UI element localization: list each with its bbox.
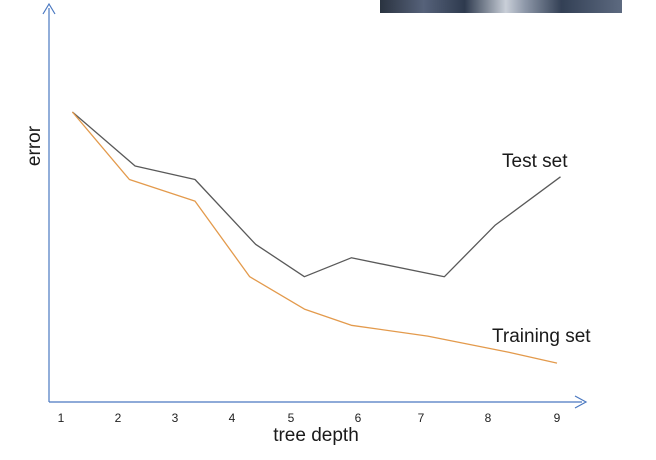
series-label-training-set: Training set: [492, 326, 591, 347]
x-tick-label-6: 6: [355, 411, 362, 425]
series-lines: [71, 111, 561, 364]
x-tick-label-1: 1: [58, 411, 65, 425]
series-line-training-set: [71, 111, 558, 364]
x-tick-labels: 1 2 3 4 5 6 7 8 9: [58, 411, 561, 425]
x-axis-title: tree depth: [273, 425, 359, 446]
x-tick-label-9: 9: [554, 411, 561, 425]
y-axis-arrow-icon: [42, 2, 56, 15]
x-tick-label-2: 2: [115, 411, 122, 425]
x-tick-label-8: 8: [485, 411, 492, 425]
x-tick-label-3: 3: [172, 411, 179, 425]
series-line-test-set: [71, 111, 561, 278]
x-tick-label-5: 5: [288, 411, 295, 425]
y-axis-title: error: [24, 125, 45, 166]
axes: [42, 2, 588, 409]
video-thumbnail-strip: [380, 0, 622, 13]
x-tick-label-7: 7: [418, 411, 425, 425]
x-axis-arrow-icon: [574, 395, 588, 409]
x-tick-label-4: 4: [229, 411, 236, 425]
series-label-test-set: Test set: [502, 151, 568, 172]
